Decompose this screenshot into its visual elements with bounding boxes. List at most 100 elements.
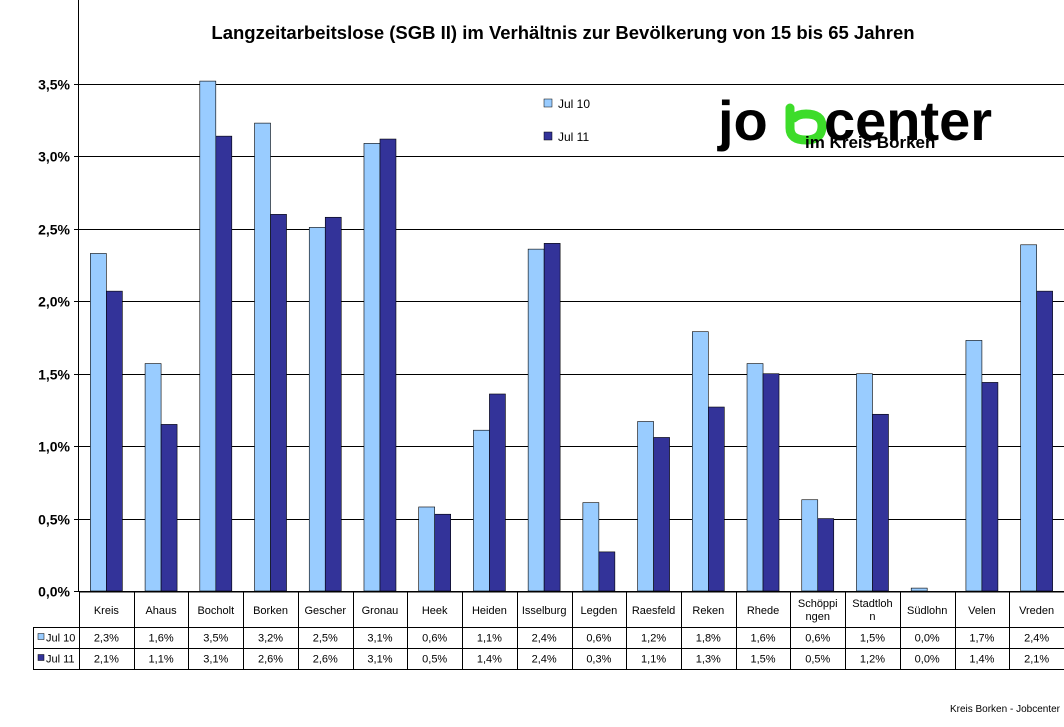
table-cell: 2,5% xyxy=(313,633,338,645)
table-cell: 1,5% xyxy=(750,654,775,666)
footer-credit: Kreis Borken - Jobcenter xyxy=(950,704,1061,715)
category-label: Reken xyxy=(692,605,724,617)
table-cell: 0,5% xyxy=(805,654,830,666)
y-tick-label: 3,0% xyxy=(38,149,70,165)
legend-label-jul10: Jul 10 xyxy=(558,97,590,111)
table-cell: 3,1% xyxy=(203,654,228,666)
table-cell: 1,1% xyxy=(149,654,174,666)
category-label: Kreis xyxy=(94,605,120,617)
category-label: Heiden xyxy=(472,605,507,617)
logo-subtitle: im Kreis Borken xyxy=(805,133,935,152)
bar-jul-10-legden xyxy=(582,502,600,592)
bar-jul-11-ahaus xyxy=(160,424,178,592)
table-cell: 3,5% xyxy=(203,633,228,645)
jobcenter-logo: jo center im Kreis Borken xyxy=(717,89,992,152)
table-series-label: Jul 10 xyxy=(46,633,75,645)
category-label: Schöppi ngen xyxy=(798,598,838,623)
table-cell: 1,1% xyxy=(477,633,502,645)
bar-jul-10-kreis xyxy=(90,253,107,592)
table-cell: 1,7% xyxy=(969,633,994,645)
bar-jul-11-gronau xyxy=(379,138,397,592)
legend-swatch-jul11 xyxy=(543,131,553,141)
legend: Jul 10 Jul 11 xyxy=(543,97,590,144)
category-label: Bocholt xyxy=(197,605,234,617)
bar-jul-10-gescher xyxy=(308,227,326,592)
table-series-label: Jul 11 xyxy=(46,654,75,666)
bar-jul-10-isselburg xyxy=(527,248,545,592)
bars xyxy=(90,80,1053,592)
bar-jul-10-schöppingen xyxy=(801,499,819,592)
table-legend-swatch xyxy=(37,654,45,661)
bar-jul-11-velen xyxy=(981,382,999,592)
bar-jul-11-vreden xyxy=(1036,290,1053,592)
bar-jul-10-bocholt xyxy=(199,80,217,592)
category-label: Ahaus xyxy=(145,605,177,617)
bar-jul-11-heiden xyxy=(489,393,506,592)
legend-swatch-jul10 xyxy=(543,98,553,108)
table-cell: 1,6% xyxy=(750,633,775,645)
y-tick-label: 2,0% xyxy=(38,294,70,310)
table-cell: 0,5% xyxy=(422,654,447,666)
bar-jul-10-heiden xyxy=(473,429,490,592)
bar-jul-11-schöppingen xyxy=(817,518,835,592)
bar-jul-10-ahaus xyxy=(144,363,162,592)
bar-jul-10-reken xyxy=(692,331,709,592)
table-cell: 2,3% xyxy=(94,633,119,645)
table-cell: 0,3% xyxy=(586,654,611,666)
table-cell: 3,1% xyxy=(367,654,392,666)
table-cell: 2,6% xyxy=(258,654,283,666)
bar-jul-10-borken xyxy=(254,122,271,592)
bar-jul-10-gronau xyxy=(363,143,381,592)
category-label: Südlohn xyxy=(907,605,947,617)
category-label: Stadtloh n xyxy=(852,598,892,623)
bar-jul-10-vreden xyxy=(1020,244,1037,592)
table-cell: 2,4% xyxy=(532,633,557,645)
category-label: Isselburg xyxy=(522,605,567,617)
table-cell: 1,1% xyxy=(641,654,666,666)
table-cell: 1,4% xyxy=(477,654,502,666)
bar-jul-11-rhede xyxy=(762,373,780,592)
bar-jul-11-bocholt xyxy=(215,135,233,592)
table-cell: 3,2% xyxy=(258,633,283,645)
category-label: Raesfeld xyxy=(632,605,675,617)
category-label: Gescher xyxy=(304,605,346,617)
bar-jul-11-stadtlohn xyxy=(872,413,889,592)
y-tick-label: 2,5% xyxy=(38,222,70,238)
category-label: Borken xyxy=(253,605,288,617)
table-cell: 2,1% xyxy=(94,654,119,666)
chart-title: Langzeitarbeitslose (SGB II) im Verhältn… xyxy=(211,22,914,43)
table-cell: 0,0% xyxy=(915,633,940,645)
category-label: Vreden xyxy=(1019,605,1054,617)
logo-text-center: center xyxy=(824,89,992,152)
y-tick-label: 0,0% xyxy=(38,584,70,600)
bar-jul-11-reken xyxy=(708,406,725,592)
logo-green-b-icon xyxy=(785,103,827,145)
bar-jul-10-velen xyxy=(965,340,983,592)
bar-jul-10-stadtlohn xyxy=(856,373,873,592)
table-legend-swatch xyxy=(37,633,45,640)
legend-label-jul11: Jul 11 xyxy=(558,130,589,144)
table-cell: 2,6% xyxy=(313,654,338,666)
bar-jul-11-borken xyxy=(270,214,287,592)
table-cell: 1,5% xyxy=(860,633,885,645)
table-cell: 1,4% xyxy=(969,654,994,666)
y-tick-label: 0,5% xyxy=(38,512,70,528)
table-cell: 0,6% xyxy=(805,633,830,645)
bar-jul-11-heek xyxy=(434,513,451,592)
bar-jul-11-kreis xyxy=(106,290,123,592)
category-label: Gronau xyxy=(362,605,399,617)
bar-jul-10-raesfeld xyxy=(637,421,654,592)
data-table: Kreis Ahaus Bocholt Borken Gescher Gronau Heek… xyxy=(33,591,1064,670)
table-cell: 1,3% xyxy=(696,654,721,666)
category-label: Rhede xyxy=(747,605,779,617)
table-cell: 0,0% xyxy=(915,654,940,666)
table-cell: 1,2% xyxy=(641,633,666,645)
bar-jul-10-heek xyxy=(418,506,435,592)
table-cell: 3,1% xyxy=(367,633,392,645)
table-cell: 2,4% xyxy=(532,654,557,666)
bar-jul-11-raesfeld xyxy=(653,437,670,592)
bar-jul-10-südlohn xyxy=(910,587,928,592)
table-cell: 2,1% xyxy=(1024,654,1049,666)
table-cell: 0,6% xyxy=(586,633,611,645)
